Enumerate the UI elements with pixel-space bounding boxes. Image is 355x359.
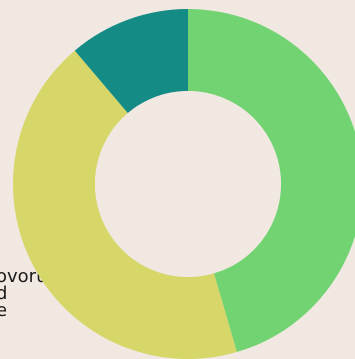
donut-hole	[95, 91, 281, 277]
partial-label-line-3: e	[0, 300, 8, 321]
donut-slice-2	[13, 50, 237, 359]
partial-label-line-2: d	[0, 283, 8, 304]
donut-slice-1	[188, 9, 355, 353]
donut-slice-3	[74, 8, 188, 114]
